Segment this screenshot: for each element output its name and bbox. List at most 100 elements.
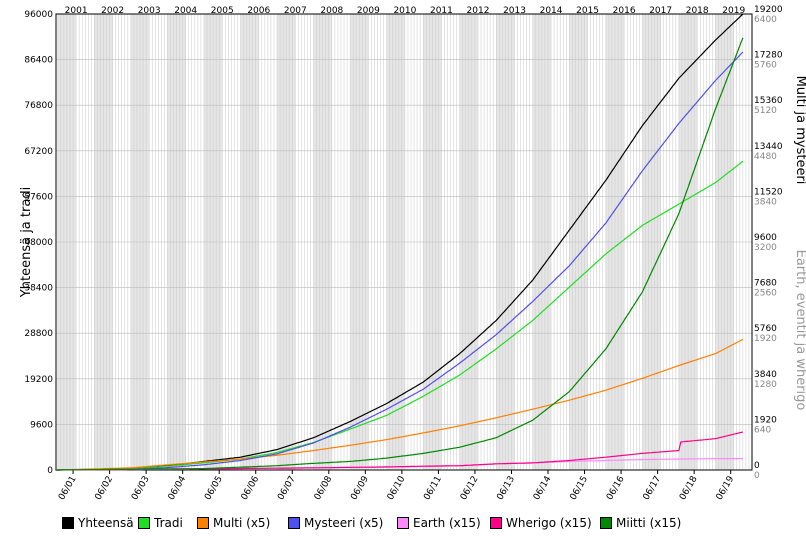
legend-item: Tradi — [138, 512, 183, 534]
legend-item: Earth (x15) — [397, 512, 481, 534]
left-tick-label: 38400 — [24, 284, 53, 294]
x-tick-label: 06/17 — [642, 475, 664, 502]
right-tick-label-multi: 1920 — [754, 415, 777, 425]
right-tick-label-multi: 19200 — [754, 5, 783, 15]
left-tick-label: 48000 — [24, 238, 53, 248]
x-tick-label: 06/18 — [678, 474, 700, 502]
year-label: 2010 — [393, 6, 416, 16]
year-label: 2003 — [138, 6, 161, 16]
x-tick-label: 06/16 — [605, 474, 627, 502]
right-tick-label-multi: 11520 — [754, 187, 783, 197]
left-tick-label: 86400 — [24, 56, 53, 66]
year-label: 2009 — [357, 6, 380, 16]
legend-item: Wherigo (x15) — [490, 512, 592, 534]
legend-swatch — [490, 517, 502, 529]
left-tick-label: 9600 — [30, 420, 53, 430]
legend-label: Earth (x15) — [413, 516, 481, 530]
year-label: 2008 — [320, 6, 343, 16]
right-tick-label-multi: 5760 — [754, 324, 777, 334]
plot-frame — [55, 13, 753, 471]
left-axis-ticks: 0 9600 19200 28800 38400 48000 57600 67200 76800… — [24, 10, 53, 476]
x-tick-label: 06/03 — [130, 475, 152, 502]
legend-swatch — [197, 517, 209, 529]
right-tick-label-earth: 1920 — [754, 334, 777, 344]
year-label: 2017 — [649, 6, 672, 16]
x-tick-label: 06/02 — [94, 475, 116, 502]
horizontal-grid — [56, 59, 752, 425]
left-tick-label: 28800 — [24, 329, 53, 339]
year-label: 2015 — [576, 6, 599, 16]
series-lines — [56, 13, 744, 471]
right-tick-label-multi: 3840 — [754, 370, 777, 380]
right-tick-label-earth: 640 — [754, 425, 771, 435]
year-label: 2007 — [284, 6, 307, 16]
x-tick-label: 06/15 — [569, 475, 591, 502]
left-tick-label: 67200 — [24, 147, 53, 157]
year-label: 2005 — [211, 6, 234, 16]
left-axis-title: Yhteensä ja tradi — [19, 187, 34, 298]
right-tick-label-earth: 5120 — [754, 106, 777, 116]
right-tick-label-multi: 13440 — [754, 142, 783, 152]
year-label: 2004 — [174, 6, 197, 16]
year-label: 2012 — [467, 6, 490, 16]
legend-label: Miitti (x15) — [616, 516, 682, 530]
year-label: 2019 — [722, 6, 745, 16]
x-tick-label: 06/12 — [459, 475, 481, 502]
legend: Yhteensä Tradi Multi (x5) Mysteeri (x5) Eart… — [0, 512, 806, 534]
year-label: 2002 — [101, 6, 124, 16]
x-axis-ticks: 06/01 06/02 06/03 06/04 06/05 06/06 06/07 06/08… — [57, 470, 736, 502]
right-tick-label-earth: 3200 — [754, 243, 777, 253]
legend-label: Wherigo (x15) — [506, 516, 592, 530]
legend-item: Multi (x5) — [197, 512, 270, 534]
left-tick-label: 19200 — [24, 375, 53, 385]
legend-item: Mysteeri (x5) — [288, 512, 383, 534]
x-tick-label: 06/07 — [276, 475, 298, 502]
legend-label: Multi (x5) — [213, 516, 271, 530]
x-tick-label: 06/11 — [422, 475, 444, 502]
x-tick-label: 06/04 — [167, 474, 189, 502]
right-tick-label-earth: 4480 — [754, 152, 777, 162]
legend-swatch — [397, 517, 409, 529]
legend-swatch — [62, 517, 74, 529]
left-tick-label: 76800 — [24, 101, 53, 111]
right-tick-label-earth: 6400 — [754, 15, 777, 25]
right-axis-title-2: Earth, eventit ja wherigo — [793, 250, 806, 411]
x-tick-label: 06/10 — [386, 474, 408, 502]
legend-swatch — [600, 517, 612, 529]
legend-label: Mysteeri (x5) — [304, 516, 384, 530]
right-tick-label-multi: 7680 — [754, 279, 777, 289]
right-tick-label-earth: 3840 — [754, 197, 777, 207]
series-line-multi-x5- — [56, 338, 744, 471]
right-tick-label-multi: 9600 — [754, 233, 777, 243]
year-label: 2018 — [686, 6, 709, 16]
series-line-miitti-x15- — [56, 37, 744, 471]
legend-item: Miitti (x15) — [600, 512, 681, 534]
legend-label: Yhteensä — [78, 516, 134, 530]
year-label: 2006 — [247, 6, 270, 16]
x-tick-label: 06/13 — [495, 475, 517, 502]
right-tick-label-earth: 0 — [754, 471, 760, 481]
year-label: 2001 — [65, 6, 88, 16]
legend-swatch — [288, 517, 300, 529]
right-tick-label-multi: 17280 — [754, 51, 783, 61]
series-line-mysteeri-x5- — [56, 51, 744, 471]
left-tick-label: 0 — [47, 466, 53, 476]
left-tick-label: 96000 — [24, 10, 53, 20]
x-tick-label: 06/01 — [57, 475, 79, 502]
line-chart: 2001 2002 2003 2004 2005 2006 2007 2008 2009 2010… — [19, 5, 806, 502]
x-tick-label: 06/14 — [532, 474, 554, 502]
right-axis-title-1: Multi ja mysteeri — [793, 76, 806, 185]
right-tick-label-earth: 2560 — [754, 289, 777, 299]
right-tick-label-earth: 1280 — [754, 380, 777, 390]
year-label: 2014 — [540, 6, 563, 16]
x-tick-label: 06/19 — [715, 474, 737, 502]
legend-label: Tradi — [154, 516, 183, 530]
right-tick-label-multi: 0 — [754, 461, 760, 471]
year-label: 2013 — [503, 6, 526, 16]
x-tick-label: 06/08 — [313, 474, 335, 502]
x-tick-label: 06/06 — [240, 474, 262, 502]
legend-item: Yhteensä — [62, 512, 134, 534]
year-labels: 2001 2002 2003 2004 2005 2006 2007 2008 2009 2010… — [65, 6, 746, 16]
x-tick-label: 06/05 — [203, 475, 225, 502]
